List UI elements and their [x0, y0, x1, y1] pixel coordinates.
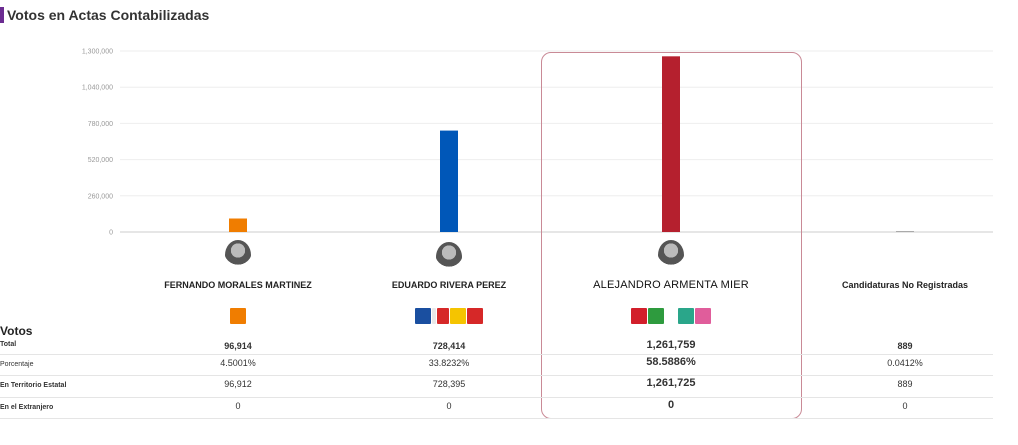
table-cell: 0.0412%	[887, 358, 923, 368]
candidate-avatar	[658, 240, 684, 270]
table-cell: 728,414	[432, 341, 466, 351]
candidate-avatar	[225, 240, 251, 270]
y-tick-label: 260,000	[88, 193, 113, 200]
y-tick-label: 520,000	[88, 157, 113, 164]
pan-pri-prd-psi-logos	[415, 308, 483, 324]
y-tick-label: 1,300,000	[82, 49, 113, 56]
row-label: Porcentaje	[0, 361, 34, 368]
table-cell: 96,914	[224, 341, 252, 351]
y-tick-label: 780,000	[88, 121, 113, 128]
candidate-name: EDUARDO RIVERA PEREZ	[391, 280, 507, 290]
table-cell: 96,912	[224, 379, 252, 389]
table-cell: 889	[897, 341, 913, 351]
bar-4	[896, 231, 914, 232]
table-cell: 0	[667, 399, 675, 411]
candidate-avatar	[436, 242, 462, 272]
table-cell: 0	[446, 401, 452, 411]
table-row: Porcentaje 4.5001% 33.8232% 58.5886% 0.0412%	[0, 355, 993, 376]
table-cell: 33.8232%	[428, 358, 470, 368]
row-label: En el Extranjero	[0, 404, 54, 411]
candidate-name: Candidaturas No Registradas	[841, 280, 969, 290]
table-row: Total 96,914 728,414 1,261,759 889	[0, 338, 993, 355]
page-title: Votos en Actas Contabilizadas	[7, 7, 210, 23]
row-label: En Territorio Estatal	[0, 382, 67, 389]
votes-bar-chart: 0 260,000 520,000 780,000 1,040,000 1,300,000	[82, 49, 993, 237]
pt-pvem-morena-logos	[631, 308, 711, 324]
mc-orange-logo	[230, 308, 246, 324]
row-label: Total	[0, 341, 17, 348]
table-row: En Territorio Estatal 96,912 728,395 1,261,…	[0, 376, 993, 398]
y-tick-label: 1,040,000	[82, 85, 113, 92]
table-cell: 58.5886%	[646, 356, 696, 368]
title-accent-bar	[0, 7, 4, 23]
y-tick-label: 0	[109, 230, 113, 237]
table-cell: 0	[902, 401, 908, 411]
page-header: Votos en Actas Contabilizadas	[0, 6, 209, 24]
table-cell: 728,395	[432, 379, 466, 389]
votes-section-title: Votos	[0, 324, 33, 338]
table-cell: 1,261,725	[646, 377, 696, 389]
table-cell: 4.5001%	[220, 358, 256, 368]
bar-3	[662, 56, 680, 232]
candidate-name: ALEJANDRO ARMENTA MIER	[593, 279, 749, 291]
table-row: En el Extranjero 0 0 0 0	[0, 398, 993, 419]
table-cell: 889	[897, 379, 913, 389]
table-cell: 0	[235, 401, 241, 411]
table-cell: 1,261,759	[646, 339, 696, 351]
bar-1	[229, 218, 247, 232]
candidate-name: FERNANDO MORALES MARTINEZ	[164, 280, 312, 290]
bar-2	[440, 130, 458, 232]
